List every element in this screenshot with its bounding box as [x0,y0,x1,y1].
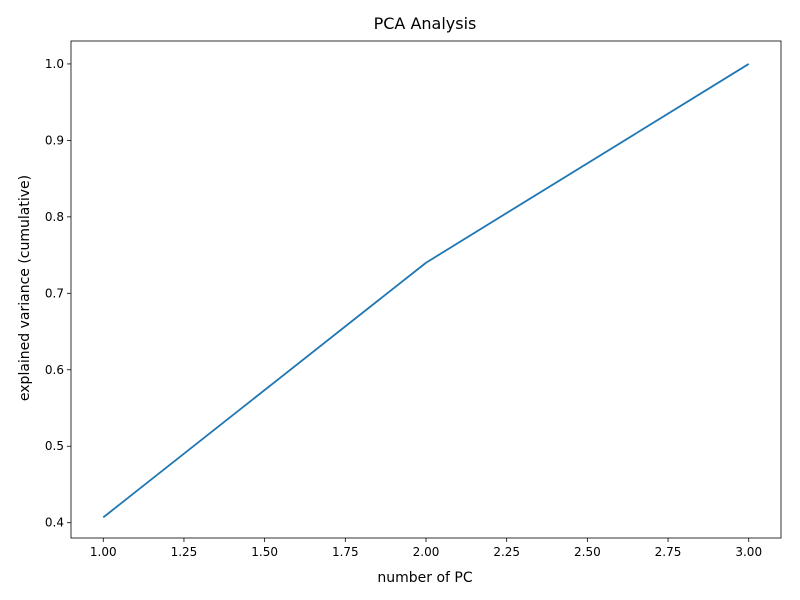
series-line [102,63,750,519]
x-tick-label: 2.00 [413,545,440,559]
x-tick-label: 1.50 [251,545,278,559]
x-tick-label: 2.50 [574,545,601,559]
y-tick-label: 1.0 [45,57,64,71]
x-axis-title: number of PC [377,570,472,586]
y-tick-label: 0.7 [45,286,64,300]
x-tick-label: 3.00 [735,545,762,559]
axes-frame [70,40,782,539]
plot-area: 1.00 1.25 1.50 1.75 2.00 2.25 2.50 2.75 3.00 0.4 0… [45,40,782,559]
y-tick-label: 0.6 [45,363,64,377]
y-tick-label: 0.4 [45,516,64,530]
x-tick-label: 2.75 [655,545,682,559]
x-tick-label: 1.00 [90,545,117,559]
x-tick-label: 1.25 [171,545,198,559]
x-tick-label: 2.25 [493,545,520,559]
y-axis-title: explained variance (cumulative) [17,175,33,401]
y-tick-label: 0.8 [45,210,64,224]
x-tick-label: 1.75 [332,545,359,559]
y-tick-label: 0.5 [45,439,64,453]
chart-title: PCA Analysis [374,14,477,33]
y-tick-label: 0.9 [45,133,64,147]
